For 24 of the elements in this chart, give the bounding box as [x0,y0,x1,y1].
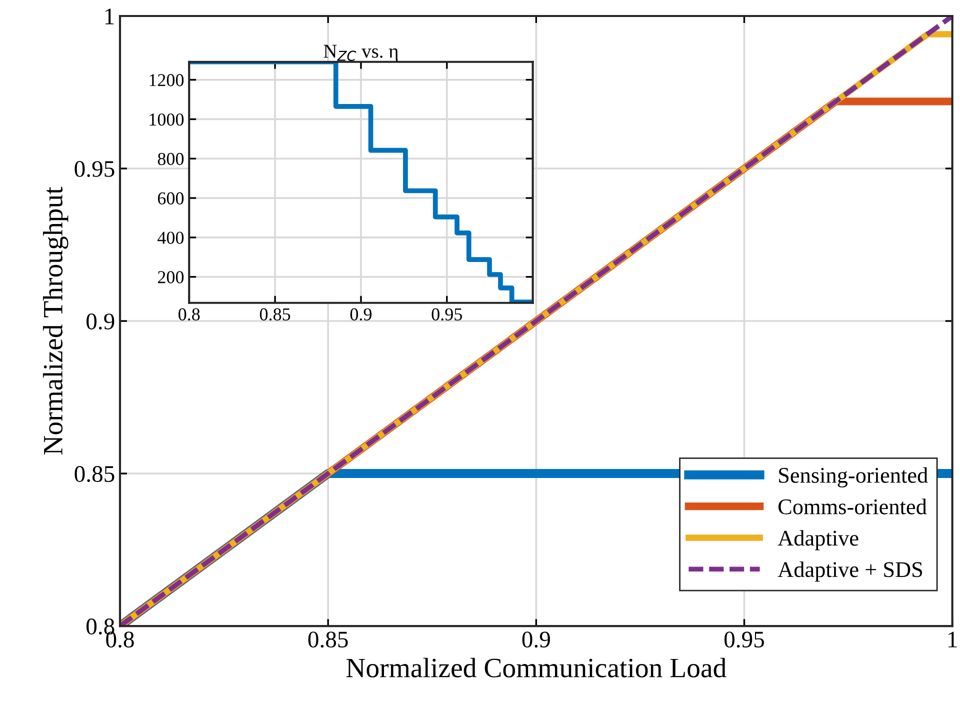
x-tick-label: 1 [948,632,957,648]
y-tick-label: 1000 [150,113,184,126]
x-tick-label: 0.85 [260,308,290,321]
legend-label: Comms-oriented [778,498,927,514]
x-tick-label: 0.85 [308,632,348,648]
y-tick-label: 400 [158,232,184,244]
legend-label: Adaptive [778,530,858,550]
x-axis-title: Normalized Communication Load [346,658,726,678]
y-tick-label: 800 [158,152,184,166]
x-tick-label: 0.9 [522,632,550,648]
chart-title: N$_{ZC}$ vs. η [324,44,398,62]
x-tick-label: 0.9 [350,308,372,321]
legend-label: Sensing-oriented [779,467,928,488]
x-tick-label: 0.95 [432,308,462,321]
y-tick-label: 1200 [150,74,184,86]
x-tick-label: 0.95 [724,632,764,648]
legend-label: Adaptive + SDS [778,561,922,582]
y-tick-label: 0.95 [74,161,114,178]
y-tick-label: 1 [105,8,114,24]
y-tick-label: 600 [158,192,184,204]
y-tick-label: 200 [158,271,184,284]
y-axis-title: Normalized Throughput [42,186,68,455]
y-tick-label: 0.85 [74,466,114,482]
x-tick-label: 0.8 [178,308,200,321]
